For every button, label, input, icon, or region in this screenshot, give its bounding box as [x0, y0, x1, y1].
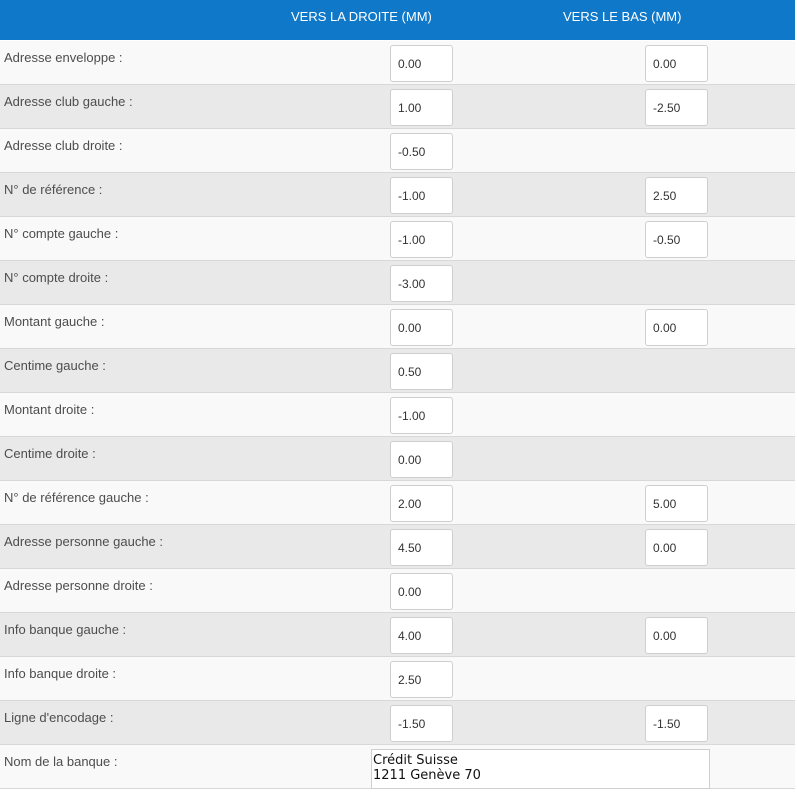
right-offset-input[interactable]	[390, 705, 453, 742]
row-label: Adresse enveloppe :	[4, 50, 123, 65]
table-row: Adresse club gauche :	[0, 85, 795, 129]
right-offset-input[interactable]	[390, 529, 453, 566]
right-offset-input[interactable]	[390, 133, 453, 170]
column-header-right: VERS LA DROITE (MM)	[291, 9, 432, 24]
right-offset-input[interactable]	[390, 617, 453, 654]
table-header: VERS LA DROITE (MM) VERS LE BAS (MM)	[0, 0, 795, 40]
row-label: Centime gauche :	[4, 358, 106, 373]
row-label: Nom de la banque :	[4, 754, 118, 769]
table-row: N° compte gauche :	[0, 217, 795, 261]
right-offset-input[interactable]	[390, 265, 453, 302]
right-offset-input[interactable]	[390, 89, 453, 126]
down-offset-input[interactable]	[645, 45, 708, 82]
down-offset-input[interactable]	[645, 89, 708, 126]
right-offset-input[interactable]	[390, 441, 453, 478]
table-row: N° compte droite :	[0, 261, 795, 305]
row-label: Montant gauche :	[4, 314, 105, 329]
right-offset-input[interactable]	[390, 177, 453, 214]
row-label: Adresse club gauche :	[4, 94, 133, 109]
right-offset-input[interactable]	[390, 661, 453, 698]
down-offset-input[interactable]	[645, 529, 708, 566]
row-label: Adresse club droite :	[4, 138, 123, 153]
down-offset-input[interactable]	[645, 309, 708, 346]
table-row: Montant droite :	[0, 393, 795, 437]
table-row: Adresse personne droite :	[0, 569, 795, 613]
right-offset-input[interactable]	[390, 221, 453, 258]
down-offset-input[interactable]	[645, 705, 708, 742]
row-label: Info banque droite :	[4, 666, 117, 681]
table-row: Adresse personne gauche :	[0, 525, 795, 569]
column-header-down: VERS LE BAS (MM)	[563, 9, 682, 24]
down-offset-input[interactable]	[645, 617, 708, 654]
table-row: Centime droite :	[0, 437, 795, 481]
table-row: Info banque gauche :	[0, 613, 795, 657]
down-offset-input[interactable]	[645, 177, 708, 214]
row-label: N° de référence :	[4, 182, 103, 197]
table-row: N° de référence gauche :	[0, 481, 795, 525]
down-offset-input[interactable]	[645, 485, 708, 522]
table-row: Adresse enveloppe :	[0, 41, 795, 85]
table-row: Adresse club droite :	[0, 129, 795, 173]
table-row: Info banque droite :	[0, 657, 795, 701]
table-row: N° de référence :	[0, 173, 795, 217]
table-row: Montant gauche :	[0, 305, 795, 349]
row-label: Adresse personne droite :	[4, 578, 153, 593]
row-label: Info banque gauche :	[4, 622, 127, 637]
table-row: Centime gauche :	[0, 349, 795, 393]
right-offset-input[interactable]	[390, 573, 453, 610]
bank-name-field[interactable]: Crédit Suisse 1211 Genève 70	[371, 749, 710, 789]
row-label: Montant droite :	[4, 402, 95, 417]
row-label: Centime droite :	[4, 446, 96, 461]
row-label: Ligne d'encodage :	[4, 710, 114, 725]
row-label: N° compte droite :	[4, 270, 109, 285]
row-label: N° compte gauche :	[4, 226, 119, 241]
row-label: Adresse personne gauche :	[4, 534, 163, 549]
right-offset-input[interactable]	[390, 397, 453, 434]
right-offset-input[interactable]	[390, 485, 453, 522]
offset-table-body: Adresse enveloppe : Adresse club gauche :…	[0, 41, 795, 789]
row-label: N° de référence gauche :	[4, 490, 149, 505]
right-offset-input[interactable]	[390, 353, 453, 390]
right-offset-input[interactable]	[390, 45, 453, 82]
table-row: Ligne d'encodage :	[0, 701, 795, 745]
right-offset-input[interactable]	[390, 309, 453, 346]
down-offset-input[interactable]	[645, 221, 708, 258]
